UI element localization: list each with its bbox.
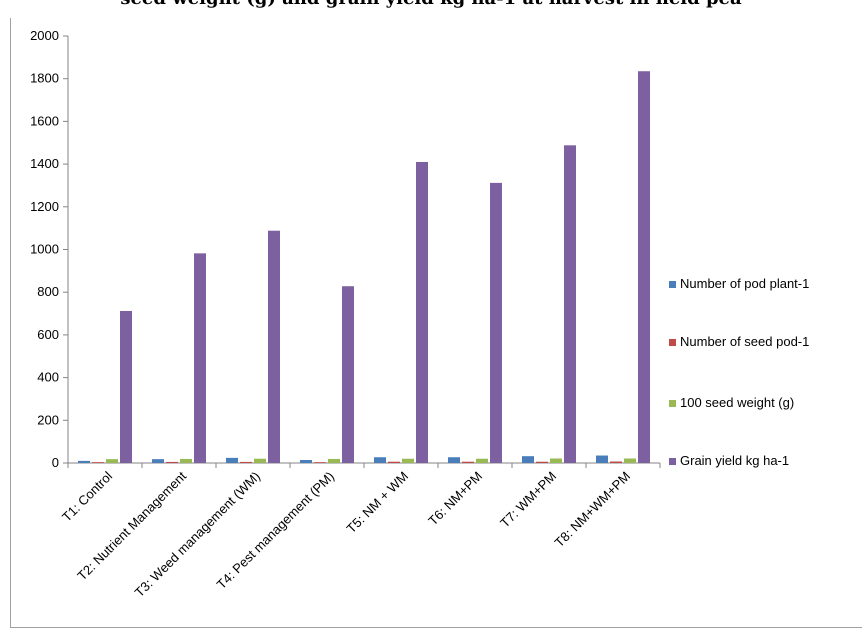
bar bbox=[564, 145, 576, 463]
bars bbox=[78, 71, 650, 463]
legend-label: Number of pod plant-1 bbox=[680, 276, 809, 291]
bar bbox=[416, 161, 428, 463]
y-tick-label: 1800 bbox=[30, 71, 59, 86]
y-tick-label: 0 bbox=[52, 455, 59, 470]
bar bbox=[166, 461, 178, 463]
legend-swatch bbox=[669, 400, 676, 407]
bar bbox=[254, 458, 266, 463]
y-tick-label: 1600 bbox=[30, 113, 59, 128]
legend-label: 100 seed weight (g) bbox=[680, 395, 794, 410]
legend-label: Grain yield kg ha-1 bbox=[680, 453, 789, 468]
legend-swatch bbox=[669, 458, 676, 465]
x-tick-label: T6: NM+PM bbox=[425, 469, 485, 529]
axes: 0 200 400 600 800 1000 1200 1400 1600 1800 2000 bbox=[30, 28, 661, 470]
x-tick-label: T3: Weed management (WM) bbox=[132, 469, 264, 601]
bar bbox=[462, 461, 474, 463]
y-tick-label: 1400 bbox=[30, 156, 59, 171]
bar bbox=[522, 456, 534, 463]
y-tick-label: 1000 bbox=[30, 242, 59, 257]
legend-label: Number of seed pod-1 bbox=[680, 334, 809, 349]
x-tick-label: T8: NM+WM+PM bbox=[552, 469, 634, 551]
y-tick-label: 800 bbox=[37, 284, 59, 299]
bar bbox=[240, 461, 252, 463]
bar bbox=[550, 458, 562, 463]
bar bbox=[402, 458, 414, 463]
legend: Number of pod plant-1 Number of seed pod-… bbox=[669, 276, 809, 468]
bar bbox=[120, 310, 132, 463]
bar bbox=[490, 182, 502, 463]
bar bbox=[374, 457, 386, 463]
y-tick-label: 1200 bbox=[30, 199, 59, 214]
bar bbox=[624, 458, 636, 463]
bar bbox=[448, 457, 460, 463]
bar bbox=[328, 458, 340, 463]
y-tick-label: 200 bbox=[37, 412, 59, 427]
y-tick-label: 600 bbox=[37, 327, 59, 342]
bar bbox=[106, 459, 118, 463]
bar bbox=[314, 462, 326, 463]
chart-title: seed weight (g) and grain yield kg ha-1 … bbox=[0, 0, 862, 9]
bar bbox=[268, 230, 280, 463]
bar bbox=[536, 461, 548, 463]
bar bbox=[300, 460, 312, 463]
bar bbox=[610, 461, 622, 463]
bar bbox=[78, 460, 90, 463]
bar bbox=[92, 462, 104, 463]
bar bbox=[226, 457, 238, 463]
bar bbox=[194, 253, 206, 463]
legend-swatch bbox=[669, 339, 676, 346]
x-tick-label: T4: Pest management (PM) bbox=[214, 469, 338, 593]
y-tick-label: 2000 bbox=[30, 28, 59, 43]
bar bbox=[596, 455, 608, 463]
bar bbox=[388, 461, 400, 463]
bar bbox=[152, 459, 164, 463]
bar bbox=[180, 458, 192, 463]
bar bbox=[342, 286, 354, 463]
x-tick-label: T7: WM+PM bbox=[497, 469, 559, 531]
x-tick-label: T1: Control bbox=[59, 468, 115, 524]
y-tick-label: 400 bbox=[37, 370, 59, 385]
legend-swatch bbox=[669, 281, 676, 288]
bar bbox=[476, 458, 488, 463]
x-tick-label: T5: NM + WM bbox=[344, 469, 412, 537]
bar bbox=[638, 71, 650, 463]
